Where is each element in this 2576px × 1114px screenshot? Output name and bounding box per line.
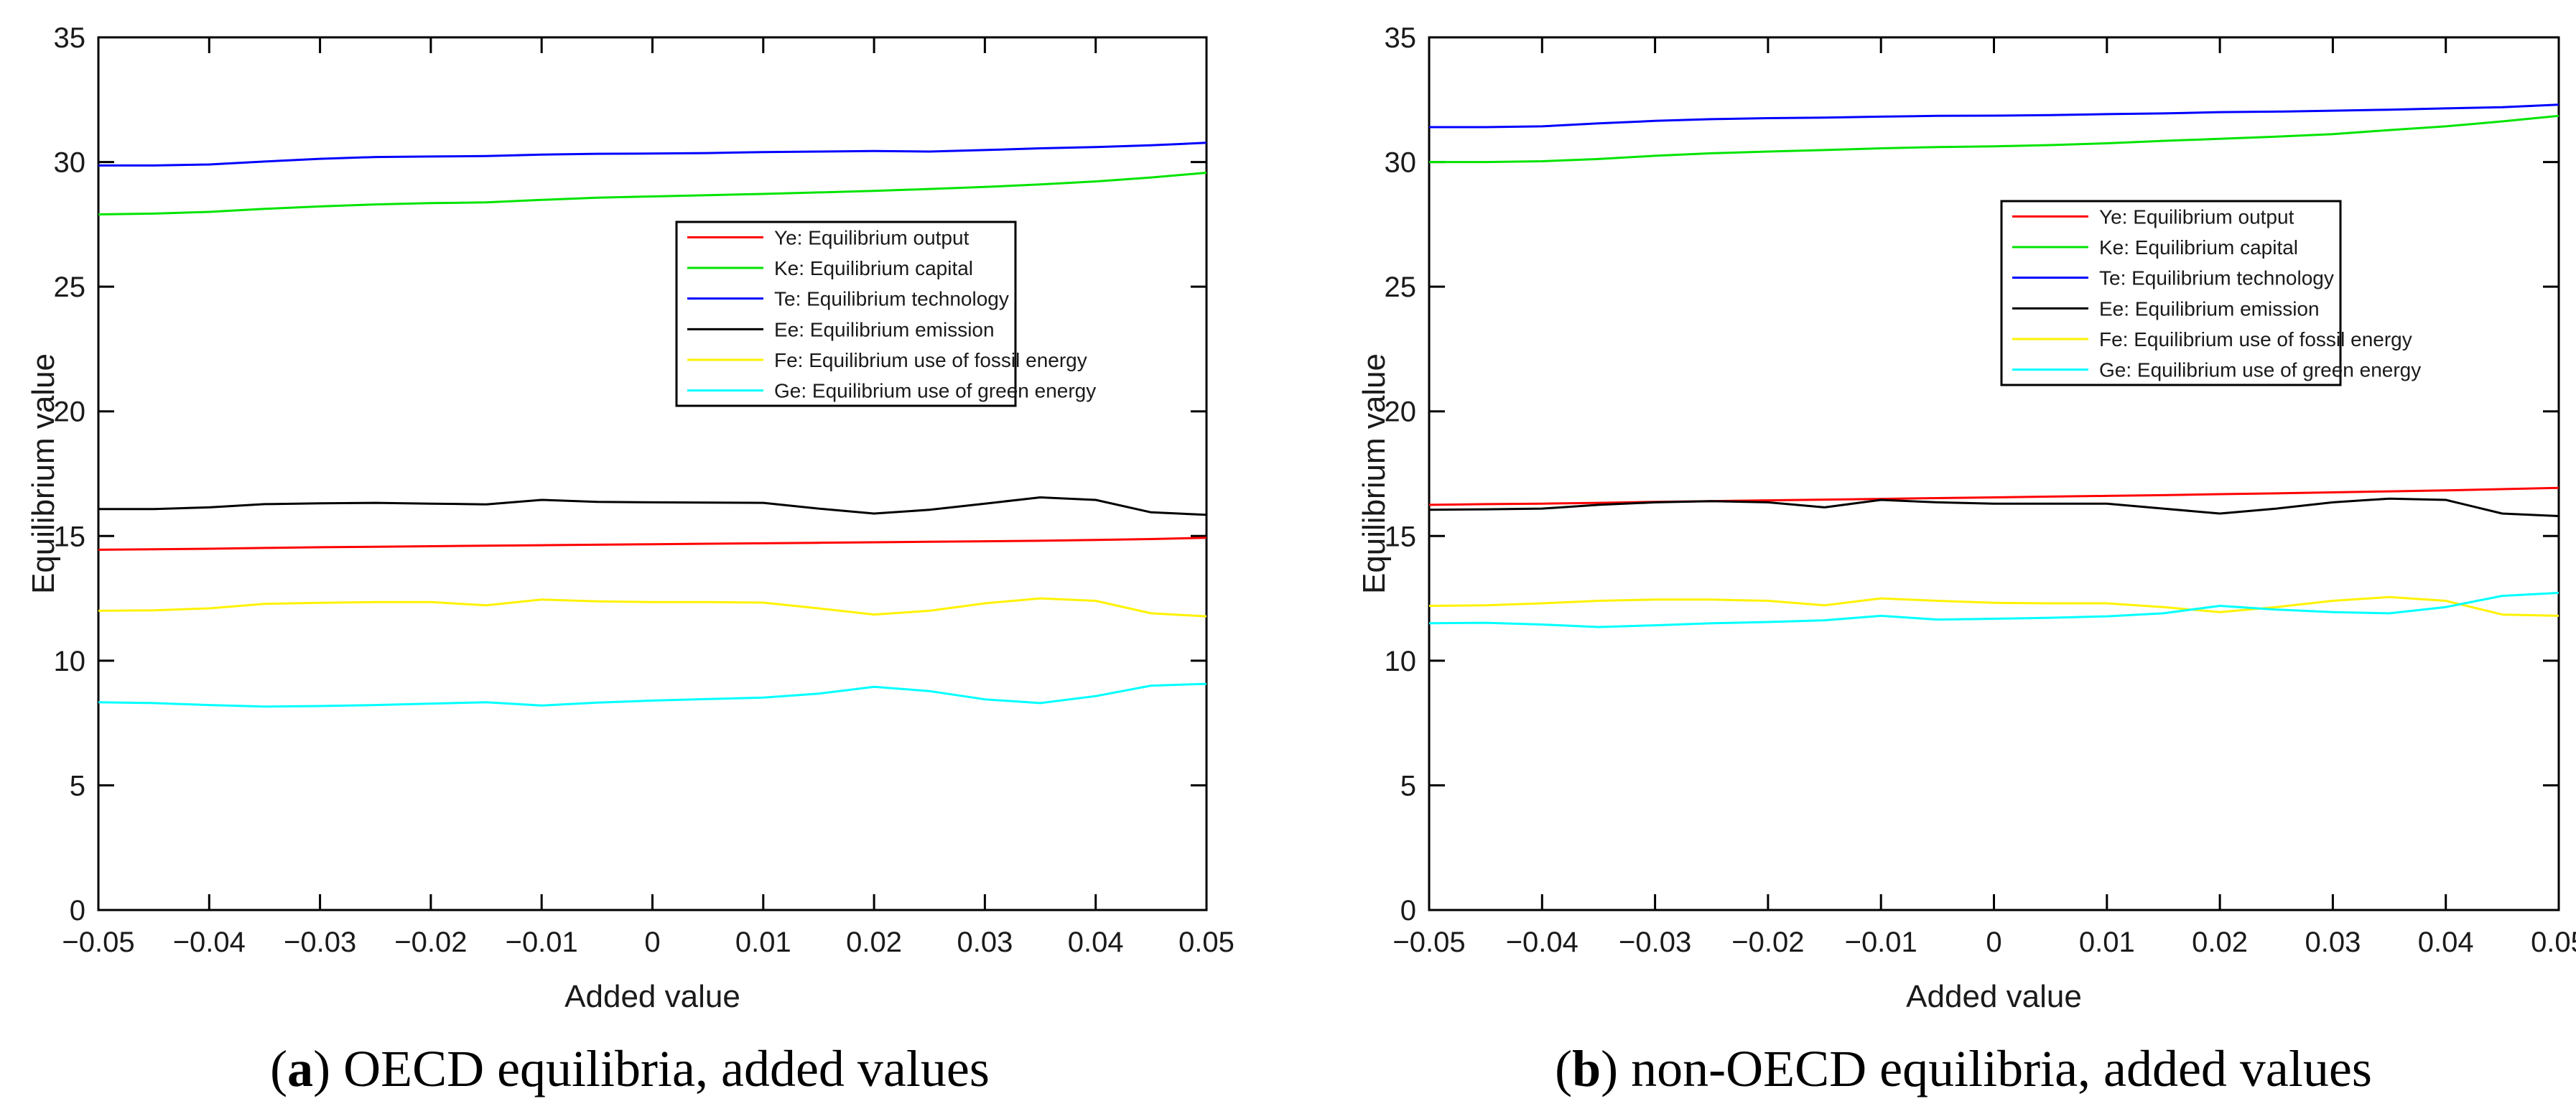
svg-text:0.03: 0.03 bbox=[2305, 927, 2361, 958]
series-line-a-Ge bbox=[98, 682, 1207, 708]
series-line-b-Fe bbox=[1428, 595, 2559, 617]
legend-label-a-Ye: Ye: Equilibrium output bbox=[774, 226, 970, 249]
series-line-a-Ye bbox=[98, 537, 1207, 551]
svg-text:0: 0 bbox=[1986, 927, 2001, 958]
legend-label-b-Te: Te: Equilibrium technology bbox=[2099, 267, 2334, 289]
svg-text:35: 35 bbox=[1385, 22, 1417, 54]
svg-text:−0.03: −0.03 bbox=[1619, 927, 1691, 958]
svg-text:−0.04: −0.04 bbox=[173, 927, 246, 958]
svg-text:15: 15 bbox=[1385, 521, 1417, 552]
series-lines-b bbox=[1428, 103, 2559, 628]
svg-text:−0.05: −0.05 bbox=[62, 927, 134, 958]
series-line-a-Te bbox=[98, 141, 1207, 167]
svg-text:0.02: 0.02 bbox=[2192, 927, 2248, 958]
svg-text:−0.05: −0.05 bbox=[1392, 927, 1465, 958]
svg-text:−0.02: −0.02 bbox=[1731, 927, 1804, 958]
series-lines-a bbox=[98, 141, 1207, 708]
x-tick-labels-a: −0.05 −0.04 −0.03 −0.02 −0.01 0 0.01 0.02 0.03 0.… bbox=[62, 927, 1234, 958]
svg-text:30: 30 bbox=[1385, 147, 1417, 179]
svg-text:−0.01: −0.01 bbox=[506, 927, 578, 958]
x-axis-label-a: Added value bbox=[564, 979, 740, 1014]
svg-text:25: 25 bbox=[1385, 271, 1417, 303]
caption-panel-a: (a) OECD equilibria, added values bbox=[127, 1033, 1133, 1105]
svg-text:20: 20 bbox=[54, 396, 86, 428]
series-line-a-Ee bbox=[98, 496, 1207, 516]
series-line-b-Ee bbox=[1428, 497, 2559, 517]
svg-text:0.05: 0.05 bbox=[1178, 927, 1234, 958]
caption-b-open: ( bbox=[1555, 1040, 1573, 1097]
legend-label-a-Fe: Fe: Equilibrium use of fossil energy bbox=[774, 349, 1087, 371]
y-tick-labels-b: 0 5 10 15 20 25 30 35 bbox=[1385, 22, 1417, 927]
x-tick-labels-b: −0.05 −0.04 −0.03 −0.02 −0.01 0 0.01 0.02 0.03 0.… bbox=[1392, 927, 2576, 958]
legend-box-a bbox=[675, 221, 1017, 407]
caption-a-close: ) bbox=[313, 1040, 331, 1097]
legend-a: Ye: Equilibrium output Ke: Equilibrium ca… bbox=[675, 221, 1096, 407]
legend-label-a-Ge: Ge: Equilibrium use of green energy bbox=[774, 380, 1096, 402]
svg-text:−0.02: −0.02 bbox=[394, 927, 467, 958]
svg-text:0.04: 0.04 bbox=[2418, 927, 2474, 958]
legend-label-b-Fe: Fe: Equilibrium use of fossil energy bbox=[2099, 328, 2412, 351]
axis-ticks-b bbox=[1428, 36, 2560, 911]
caption-b-letter: b bbox=[1572, 1040, 1601, 1097]
svg-text:0.03: 0.03 bbox=[957, 927, 1013, 958]
chart-a: −0.05 −0.04 −0.03 −0.02 −0.01 0 0.01 0.02 0.03 0.… bbox=[26, 22, 1234, 1014]
caption-a-open: ( bbox=[270, 1040, 288, 1097]
svg-text:10: 10 bbox=[1385, 646, 1417, 677]
legend-label-a-Te: Te: Equilibrium technology bbox=[774, 288, 1009, 310]
y-tick-labels-a: 0 5 10 15 20 25 30 35 bbox=[54, 22, 86, 927]
legend-label-b-Ge: Ge: Equilibrium use of green energy bbox=[2099, 359, 2421, 381]
svg-text:30: 30 bbox=[54, 147, 86, 179]
legend-label-b-Ye: Ye: Equilibrium output bbox=[2099, 205, 2294, 228]
svg-text:0: 0 bbox=[70, 895, 85, 927]
series-line-b-Ke bbox=[1429, 114, 2559, 164]
svg-text:−0.01: −0.01 bbox=[1845, 927, 1917, 958]
legend-box-b bbox=[2000, 200, 2342, 386]
svg-text:0.02: 0.02 bbox=[846, 927, 902, 958]
legend-label-a-Ke: Ke: Equilibrium capital bbox=[774, 257, 973, 279]
chart-b: −0.05 −0.04 −0.03 −0.02 −0.01 0 0.01 0.02 0.03 0.… bbox=[1357, 22, 2576, 1014]
svg-text:5: 5 bbox=[70, 770, 85, 802]
svg-text:15: 15 bbox=[54, 521, 86, 552]
svg-text:0.05: 0.05 bbox=[2531, 927, 2576, 958]
svg-text:5: 5 bbox=[1400, 770, 1416, 802]
svg-text:10: 10 bbox=[54, 646, 86, 677]
svg-text:−0.03: −0.03 bbox=[284, 927, 356, 958]
svg-text:20: 20 bbox=[1385, 396, 1417, 428]
svg-text:35: 35 bbox=[54, 22, 86, 54]
series-line-b-Ye bbox=[1428, 486, 2559, 506]
axis-ticks-a bbox=[97, 36, 1208, 911]
svg-text:25: 25 bbox=[54, 271, 86, 303]
series-line-a-Ke bbox=[98, 172, 1207, 215]
svg-text:0.01: 0.01 bbox=[735, 927, 791, 958]
caption-b-close: ) bbox=[1601, 1040, 1619, 1097]
series-line-b-Ge bbox=[1428, 591, 2559, 628]
legend-b: Ye: Equilibrium output Ke: Equilibrium ca… bbox=[2000, 200, 2421, 386]
svg-text:0: 0 bbox=[644, 927, 660, 958]
svg-text:0.01: 0.01 bbox=[2079, 927, 2135, 958]
svg-text:0.04: 0.04 bbox=[1068, 927, 1124, 958]
y-axis-label-a: Equilibrium value bbox=[26, 353, 61, 594]
legend-label-a-Ee: Ee: Equilibrium emission bbox=[774, 318, 995, 340]
series-line-b-Te bbox=[1429, 103, 2559, 129]
plot-border-a bbox=[97, 36, 1208, 911]
legend-label-b-Ke: Ke: Equilibrium capital bbox=[2099, 236, 2298, 259]
y-axis-label-b: Equilibrium value bbox=[1357, 353, 1392, 594]
x-axis-label-b: Added value bbox=[1906, 979, 2082, 1014]
caption-a-letter: a bbox=[287, 1040, 314, 1097]
legend-label-b-Ee: Ee: Equilibrium emission bbox=[2099, 297, 2320, 320]
caption-a-text: OECD equilibria, added values bbox=[330, 1040, 990, 1097]
caption-b-text: non-OECD equilibria, added values bbox=[1618, 1040, 2372, 1097]
caption-panel-b: (b) non-OECD equilibria, added values bbox=[1461, 1033, 2466, 1105]
plot-border-b bbox=[1428, 36, 2560, 911]
svg-text:0: 0 bbox=[1400, 895, 1416, 927]
series-line-a-Fe bbox=[98, 597, 1207, 618]
svg-text:−0.04: −0.04 bbox=[1506, 927, 1578, 958]
